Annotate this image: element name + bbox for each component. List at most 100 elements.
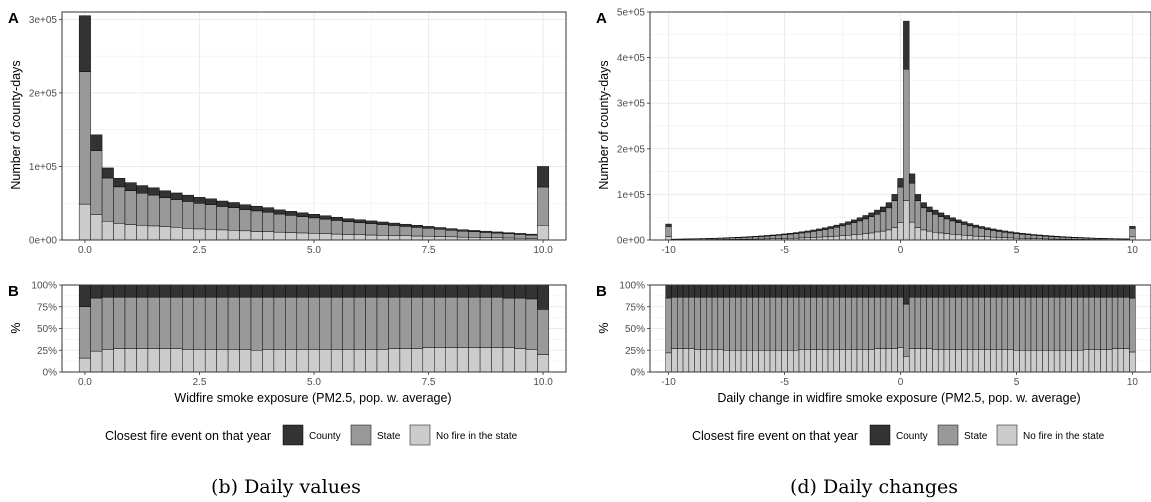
chart-b-panel-label-b: B xyxy=(8,283,19,300)
chart-b-bot-bar-nofire xyxy=(262,349,275,373)
chart-b-bot-bar-county xyxy=(319,284,332,298)
chart-d-bot-bar-county xyxy=(706,284,713,298)
chart-d-share-panel: 0% 25% 50% 75% 100% -10 -5 0 5 10 xyxy=(619,281,1151,388)
caption-right: (d) Daily changes xyxy=(790,476,958,498)
chart-b-bot-bar-county xyxy=(376,284,389,298)
chart-b-bot-bar-county xyxy=(353,284,366,298)
chart-d-bot-bar-nofire xyxy=(804,349,811,373)
chart-d-top-bar-nofire xyxy=(966,235,974,241)
chart-d-top-bar-nofire xyxy=(920,229,927,241)
chart-d-top-bar-county xyxy=(1019,233,1026,235)
chart-d-bot-bar-state xyxy=(682,296,690,349)
chart-d-top-y-tick-label: 4e+05 xyxy=(617,53,646,64)
chart-d-bot-bar-state xyxy=(926,296,933,349)
chart-d-top-bar-state xyxy=(1013,233,1020,239)
chart-b-top-bar-nofire xyxy=(262,231,275,241)
chart-b-bot-bar-state xyxy=(124,296,137,349)
chart-b-bot-x-tick-label: 7.5 xyxy=(422,377,436,388)
chart-d-top-bar-state xyxy=(879,211,887,232)
chart-b-top-bar-nofire xyxy=(147,225,160,241)
chart-d-bot-bar-county xyxy=(717,284,724,298)
chart-d-bot-bar-county xyxy=(1030,284,1037,298)
chart-d-bot-bar-county xyxy=(908,284,916,298)
chart-d-top-bar-county xyxy=(810,229,817,232)
chart-d-y-axis-label: Number of county-days xyxy=(597,60,611,189)
chart-b-bot-bar-county xyxy=(78,284,91,307)
chart-b-bot-bar-nofire xyxy=(273,349,286,373)
chart-b-top-bar-county xyxy=(468,230,481,233)
chart-d-top-y-tick-label: 1e+05 xyxy=(617,190,646,201)
chart-d-bot-bar-state xyxy=(735,296,742,351)
chart-d-bot-bar-county xyxy=(694,284,701,298)
chart-d-bot-bar-county xyxy=(914,284,922,298)
chart-b-top-bar-state xyxy=(468,231,481,238)
chart-b-bot-bar-county xyxy=(479,284,492,298)
chart-d-bot-bar-nofire xyxy=(1036,350,1043,373)
chart-b-top-bar-county xyxy=(296,212,309,217)
chart-d-bot-bar-nofire xyxy=(711,349,719,373)
chart-b-top-bar-state xyxy=(216,206,229,231)
chart-d-bot-bar-county xyxy=(903,284,910,305)
chart-b-top-bar-nofire xyxy=(353,234,366,241)
chart-b-top-bar-nofire xyxy=(537,225,550,241)
chart-d-top-bar-state xyxy=(1129,228,1136,238)
chart-d-top-bar-county xyxy=(1007,231,1014,234)
chart-d-bot-bar-state xyxy=(856,296,864,350)
chart-d-top-bar-state xyxy=(990,230,997,238)
chart-d-bot-bar-state xyxy=(816,296,823,350)
chart-b-bot-bar-county xyxy=(273,284,286,298)
chart-d-top-bar-state xyxy=(908,182,916,223)
chart-daily-values: 0e+00 1e+05 2e+05 3e+05 0.0 2.5 5.0 7.5 10.0 0% 2… xyxy=(8,10,567,405)
chart-d-bot-bar-county xyxy=(735,284,742,298)
chart-d-top-bar-county xyxy=(1030,234,1037,236)
chart-b-top-bar-state xyxy=(273,213,286,233)
chart-b-top-bar-state xyxy=(330,220,343,235)
chart-d-panel-label-b: B xyxy=(596,283,607,300)
chart-d-top-bar-nofire xyxy=(908,221,916,241)
chart-b-share-panel: 0% 25% 50% 75% 100% 0.0 2.5 5.0 7.5 10.0 xyxy=(31,281,567,388)
chart-b-bot-bar-state xyxy=(273,296,286,350)
chart-d-top-bar-state xyxy=(862,218,869,234)
chart-d-bot-bar-nofire xyxy=(1094,349,1101,373)
chart-d-bot-bar-nofire xyxy=(966,349,974,373)
chart-d-top-y-tick-label: 2e+05 xyxy=(617,144,646,155)
chart-d-bot-bar-county xyxy=(966,284,974,298)
chart-d-bot-bar-nofire xyxy=(688,348,695,373)
chart-b-top-bar-state xyxy=(434,229,446,237)
chart-b-top-bar-nofire xyxy=(296,232,309,241)
chart-d-bot-bar-county xyxy=(793,284,800,298)
chart-d-top-bar-county xyxy=(926,206,933,212)
chart-b-bot-bar-state xyxy=(445,296,458,348)
chart-d-top-bar-state xyxy=(1065,237,1072,240)
chart-d-bot-bar-state xyxy=(781,296,788,351)
chart-d-top-bar-state xyxy=(735,237,742,240)
chart-d-top-bar-state xyxy=(1077,237,1084,240)
chart-d-bot-bar-nofire xyxy=(1129,351,1136,373)
chart-d-top-bar-state xyxy=(937,216,945,234)
chart-d-bot-bar-county xyxy=(746,284,753,298)
chart-d-top-bar-county xyxy=(1048,235,1055,237)
chart-b-top-bar-county xyxy=(182,194,194,202)
chart-d-bot-bar-nofire xyxy=(1065,350,1072,373)
chart-b-top-bar-nofire xyxy=(159,226,172,241)
chart-d-top-bar-state xyxy=(1071,237,1078,240)
chart-d-bot-bar-county xyxy=(1053,284,1061,298)
chart-b-bot-bar-county xyxy=(227,284,240,298)
chart-b-top-bar-state xyxy=(445,229,458,238)
chart-b-bot-bar-nofire xyxy=(124,348,137,373)
chart-b-top-bar-state xyxy=(90,150,103,215)
chart-b-bot-bar-state xyxy=(479,296,492,348)
chart-d-bot-bar-county xyxy=(1100,284,1107,298)
chart-d-bot-bar-state xyxy=(966,296,974,350)
chart-d-top-bar-state xyxy=(1053,236,1061,240)
chart-d-bot-bar-county xyxy=(775,284,782,298)
chart-d-top-bar-state xyxy=(816,230,823,238)
chart-d-bot-bar-county xyxy=(1036,284,1043,298)
chart-d-top-bar-state xyxy=(897,186,904,223)
chart-b-top-bar-state xyxy=(239,209,252,232)
chart-d-bot-bar-state xyxy=(908,296,916,349)
chart-d-top-bar-county xyxy=(984,227,991,230)
chart-d-bot-bar-county xyxy=(1077,284,1084,298)
chart-d-bot-bar-state xyxy=(769,296,777,351)
chart-b-bot-x-tick-label: 10.0 xyxy=(533,377,553,388)
